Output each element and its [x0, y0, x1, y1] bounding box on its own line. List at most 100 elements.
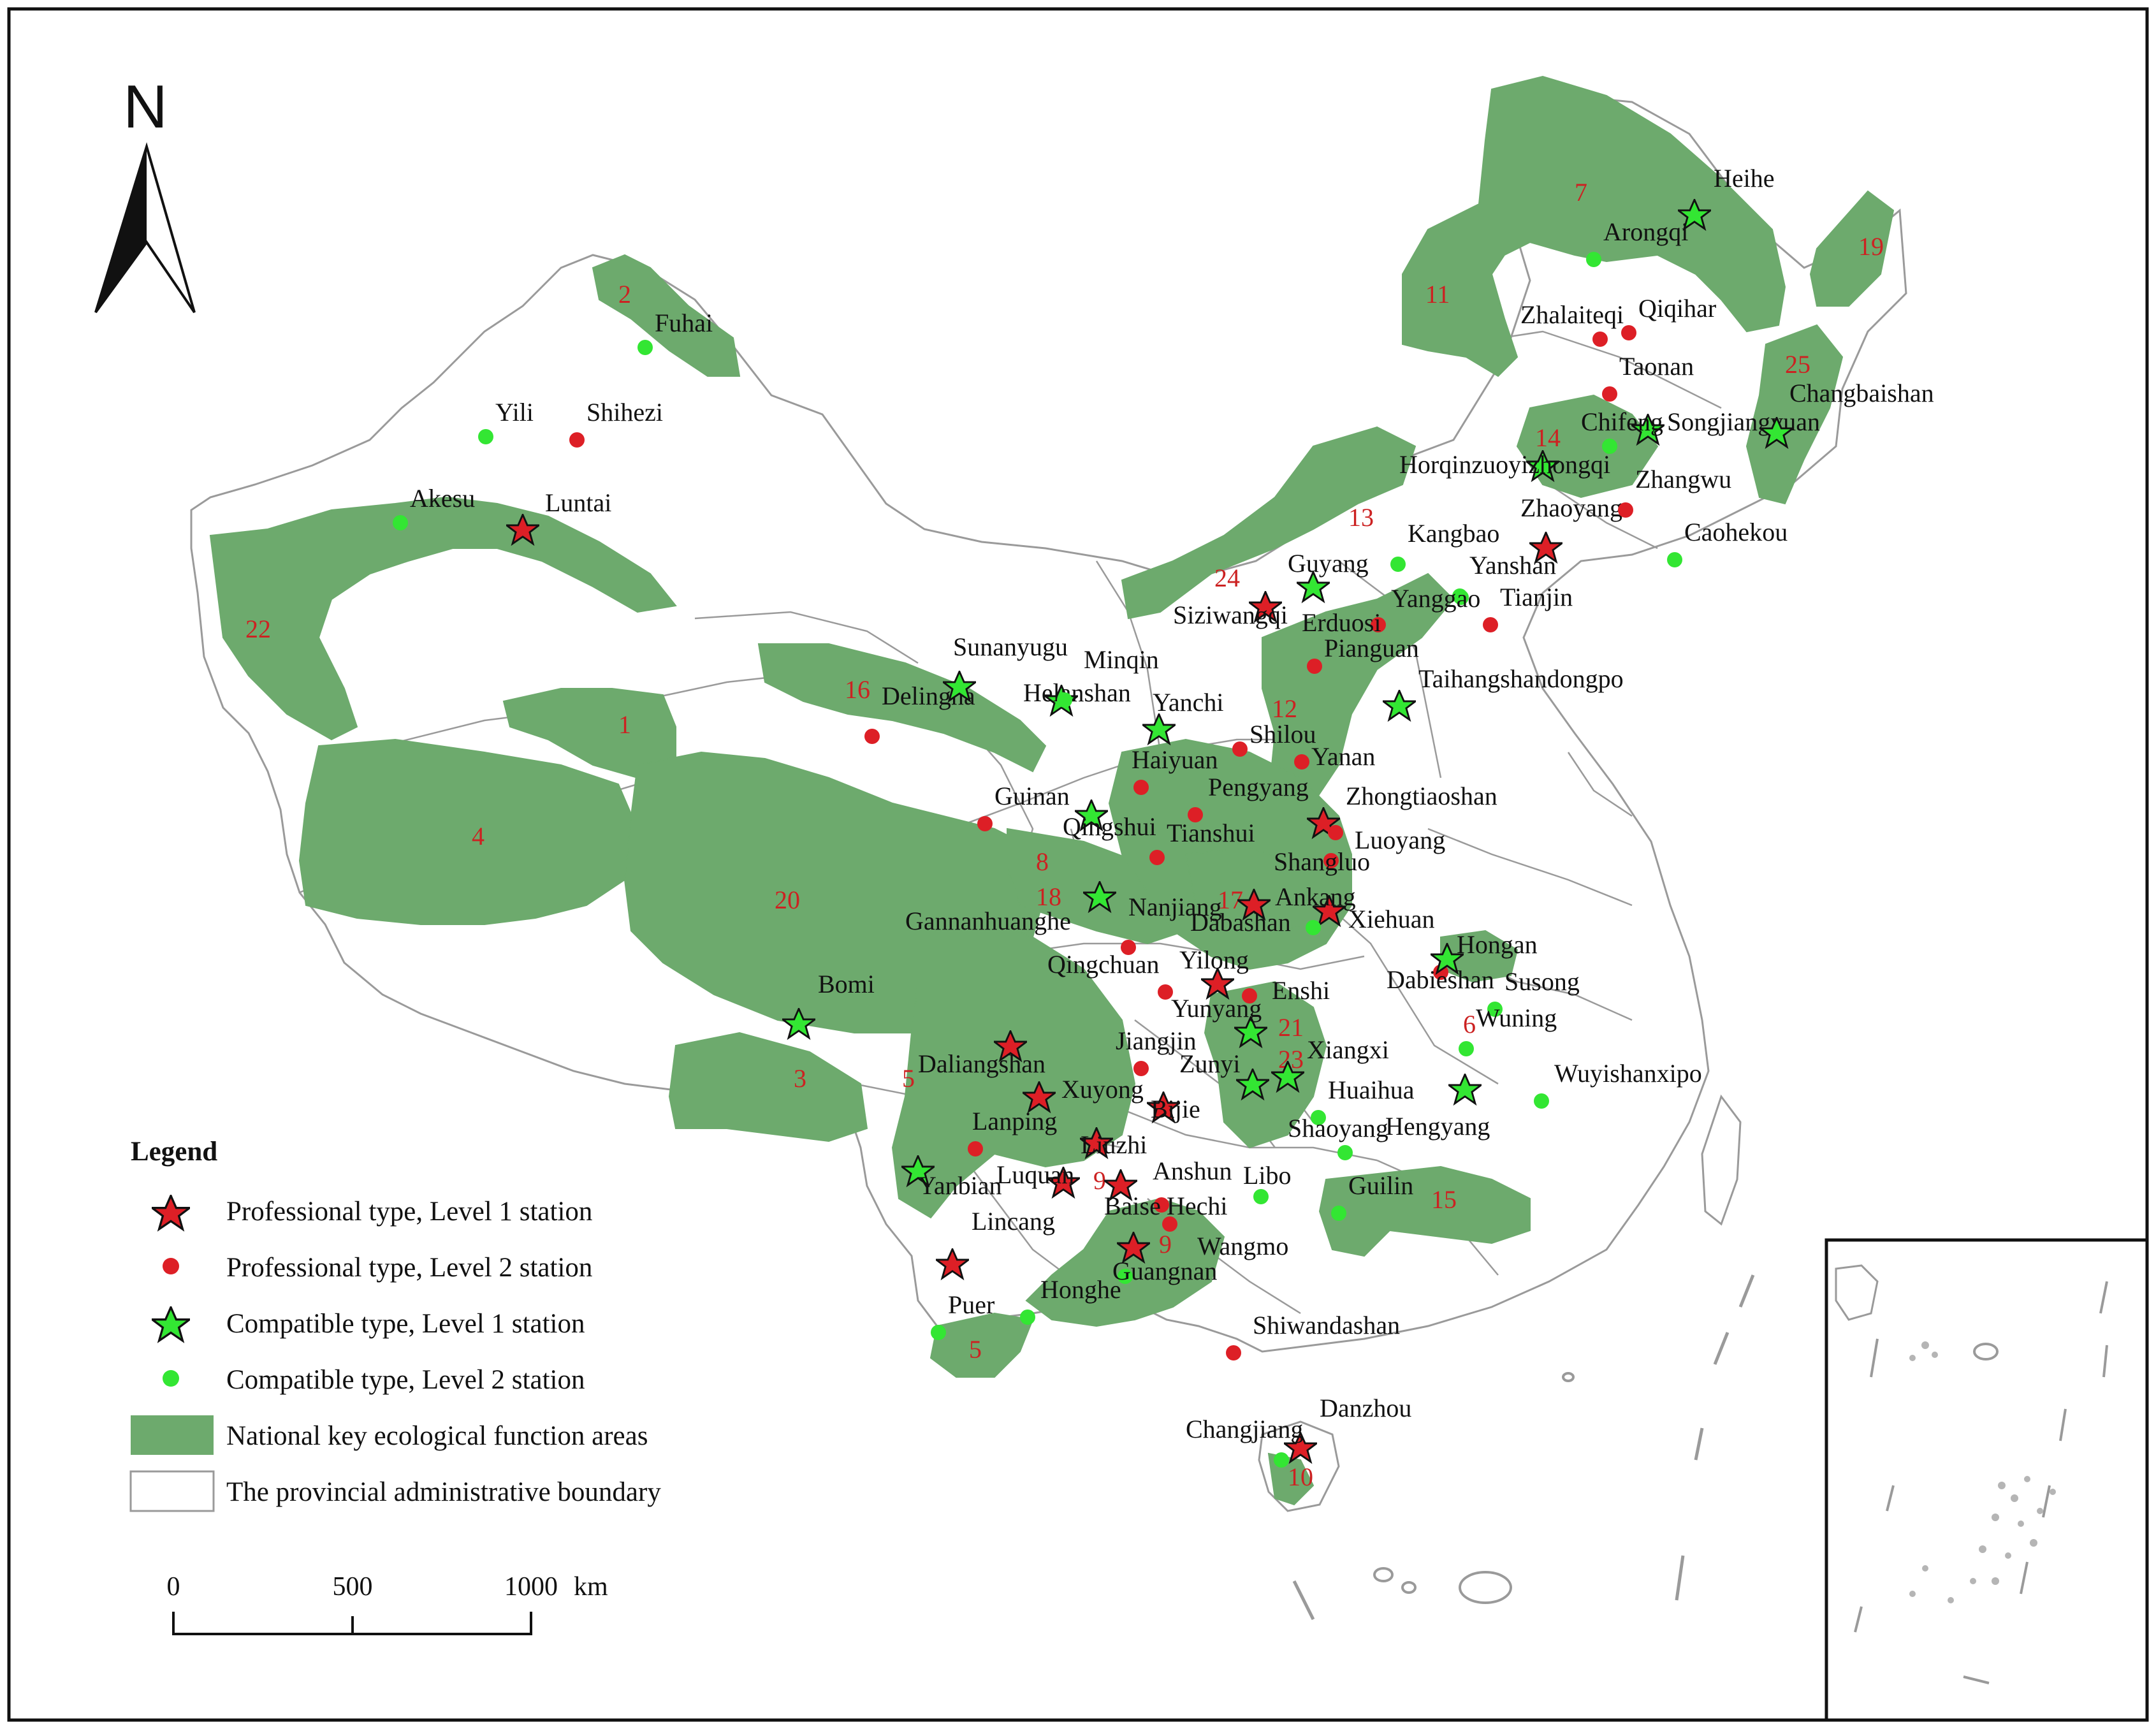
station-dot-icon [1057, 692, 1072, 708]
south-sea-lines [1292, 1274, 1755, 1621]
area-number: 6 [1463, 1010, 1476, 1039]
station-dot-icon [1306, 920, 1321, 935]
station-label: Hechi [1167, 1192, 1228, 1220]
station-label: Danzhou [1320, 1394, 1411, 1422]
station: Nanjiang [1121, 893, 1222, 955]
station: Anshun [1104, 1156, 1232, 1200]
station-label: Bomi [818, 970, 875, 998]
station-label: Yili [495, 398, 534, 427]
station: Daliangshan [918, 1030, 1045, 1078]
station-label: Changbaishan [1789, 379, 1934, 407]
area-number: 19 [1858, 232, 1884, 261]
station-label: Changjiang [1186, 1415, 1303, 1443]
station-label: Hengyang [1385, 1112, 1490, 1141]
station-dot-icon [478, 429, 493, 444]
station: Pianguan [1307, 634, 1419, 674]
station-label: Huaihua [1328, 1076, 1415, 1104]
station-label: Hongan [1457, 930, 1538, 959]
station: Guilin [1331, 1171, 1413, 1221]
area-number: 20 [775, 886, 800, 914]
station: Bomi [782, 970, 875, 1039]
station-dot-icon [1667, 552, 1682, 567]
station: Arongqi [1586, 217, 1688, 267]
station-label: Shangluo [1274, 847, 1370, 876]
area-number: 14 [1535, 423, 1561, 452]
station: Qingchuan [1047, 950, 1173, 1000]
station-label: Songjiangyuan [1667, 407, 1820, 436]
area-number: 15 [1431, 1185, 1457, 1214]
station-label: Taihangshandongpo [1418, 664, 1624, 693]
station: Tianjin [1483, 583, 1573, 632]
station-dot-icon [1294, 754, 1309, 770]
station-label: Libo [1243, 1161, 1292, 1190]
station: Luntai [506, 488, 611, 545]
station-label: Guyang [1288, 549, 1369, 578]
station-dot-icon [1328, 825, 1343, 840]
station-dot-icon [1390, 557, 1406, 572]
station-label: Taonan [1619, 352, 1694, 381]
station-dot-icon [1331, 1206, 1346, 1221]
area-number: 8 [1036, 847, 1049, 876]
station-label: Siziwangqi [1173, 601, 1288, 629]
station-dot-icon [1459, 1041, 1474, 1056]
station: Luquan [996, 1160, 1080, 1198]
eco-area-4 [298, 738, 639, 925]
area-number: 21 [1278, 1013, 1304, 1042]
area-number: 2 [618, 280, 631, 309]
legend-green-dot-icon [163, 1370, 179, 1387]
area-number: 3 [794, 1064, 806, 1093]
station: Susong [1487, 967, 1580, 1017]
station: Xiangxi [1271, 1035, 1389, 1092]
station-label: Gannanhuanghe [905, 907, 1071, 935]
station: Siziwangqi [1173, 591, 1288, 629]
station-dot-icon [1483, 617, 1498, 632]
legend: Legend Professional type, Level 1 statio… [129, 1137, 661, 1512]
station: Ankang [1275, 882, 1356, 926]
station: Kangbao [1390, 519, 1499, 572]
station: Liuzhi [1080, 1127, 1147, 1159]
eco-area-14 [1516, 394, 1659, 499]
station: Guangnan [1112, 1257, 1217, 1285]
station: Zhangwu [1618, 465, 1731, 518]
station-dot-icon [931, 1325, 946, 1340]
station: Huaihua [1311, 1076, 1415, 1125]
station: Shilou [1232, 720, 1316, 757]
station-label: Wangmo [1197, 1232, 1288, 1260]
station: Erduosi [1302, 608, 1386, 637]
north-label: N [123, 73, 167, 141]
station: Taihangshandongpo [1383, 664, 1624, 721]
eco-area-19 [1809, 190, 1895, 307]
station-dot-icon [1162, 1216, 1177, 1232]
station: Shaoyang [1288, 1114, 1388, 1160]
station: Sunanyugu [943, 632, 1068, 702]
legend-red-dot-icon [163, 1258, 179, 1274]
station-dot-icon [1154, 1197, 1169, 1213]
station-label: Pengyang [1208, 773, 1309, 801]
eco-area-5-west [891, 917, 1136, 1219]
station: Qingshui [1063, 799, 1156, 841]
station: Dabashan [1190, 889, 1291, 937]
station-label: Ankang [1275, 882, 1356, 911]
station: Enshi [1242, 976, 1330, 1005]
station: Pengyang [1188, 773, 1309, 822]
station-dot-icon [1621, 325, 1636, 340]
station-label: Xiangxi [1307, 1035, 1389, 1064]
station: Changjiang [1186, 1415, 1303, 1468]
station-label: Guilin [1348, 1171, 1413, 1200]
station-label: Akesu [410, 484, 475, 513]
station-dot-icon [1149, 850, 1165, 865]
station: Yanan [1294, 742, 1375, 771]
station-dot-icon [1602, 386, 1617, 402]
eco-area-7-11 [1402, 75, 1786, 377]
station-dot-icon [1253, 1189, 1269, 1204]
station-label: Zunyi [1179, 1049, 1241, 1078]
station-label: Jiangjin [1116, 1026, 1197, 1055]
station-dot-icon [1307, 659, 1322, 674]
station-label: Haiyuan [1132, 745, 1218, 774]
area-number: 16 [845, 675, 870, 704]
station-label: Anshun [1153, 1156, 1232, 1185]
area-number: 22 [245, 615, 271, 643]
eco-area-9 [1025, 1197, 1225, 1327]
station: Akesu [393, 484, 475, 530]
legend-item-label: National key ecological function areas [226, 1421, 648, 1451]
